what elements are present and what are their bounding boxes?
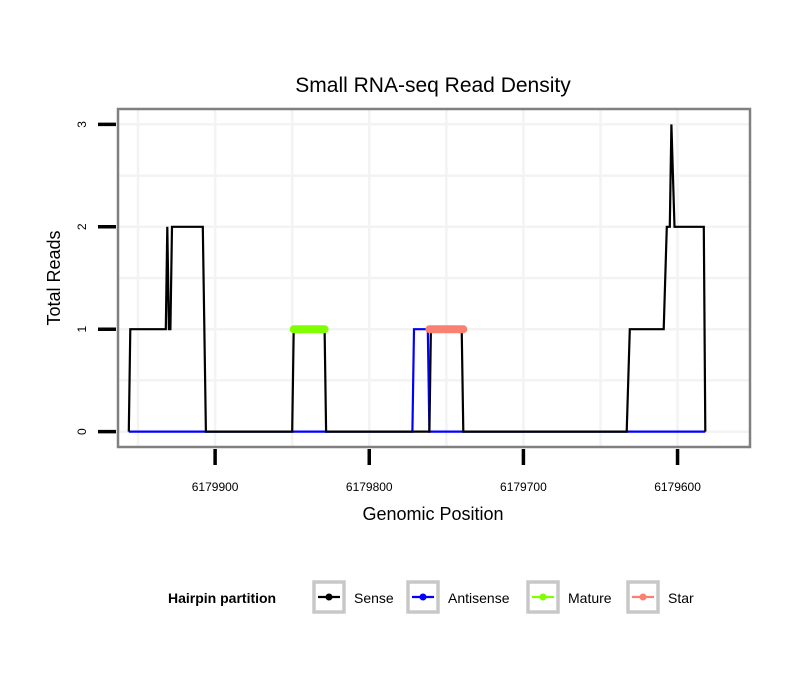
legend-label: Mature bbox=[568, 590, 612, 606]
legend-key-point bbox=[325, 593, 333, 601]
plot-panel-border bbox=[116, 107, 752, 449]
x-tick-label: 6179900 bbox=[192, 480, 239, 494]
legend-label: Star bbox=[668, 590, 694, 606]
legend-item-sense: Sense bbox=[312, 580, 394, 614]
series-line-sense bbox=[127, 124, 707, 433]
y-tick-label: 3 bbox=[75, 121, 89, 128]
y-axis: 0 1 2 3 bbox=[75, 121, 116, 435]
legend-item-antisense: Antisense bbox=[406, 580, 510, 614]
x-tick-label: 6179800 bbox=[346, 480, 393, 494]
legend-key-point bbox=[539, 593, 547, 601]
legend: Hairpin partition Sense Antisense Mature St… bbox=[168, 580, 694, 614]
x-tick-label: 6179700 bbox=[500, 480, 547, 494]
y-tick-label: 0 bbox=[75, 428, 89, 435]
legend-label: Sense bbox=[354, 590, 394, 606]
legend-title: Hairpin partition bbox=[168, 590, 276, 606]
y-axis-title: Total Reads bbox=[44, 230, 64, 325]
series-layer bbox=[127, 124, 707, 433]
legend-label: Antisense bbox=[448, 590, 510, 606]
y-tick-label: 2 bbox=[75, 223, 89, 230]
x-tick-label: 6179600 bbox=[654, 480, 701, 494]
legend-key-point bbox=[639, 593, 647, 601]
x-axis-title: Genomic Position bbox=[362, 504, 503, 524]
x-axis: 6179900 6179800 6179700 6179600 bbox=[192, 449, 701, 494]
y-tick-label: 1 bbox=[75, 326, 89, 333]
grid bbox=[118, 109, 750, 447]
legend-key-point bbox=[419, 593, 427, 601]
legend-key bbox=[406, 580, 440, 614]
legend-item-star: Star bbox=[626, 580, 694, 614]
legend-item-mature: Mature bbox=[526, 580, 612, 614]
chart-title: Small RNA-seq Read Density bbox=[295, 74, 571, 97]
